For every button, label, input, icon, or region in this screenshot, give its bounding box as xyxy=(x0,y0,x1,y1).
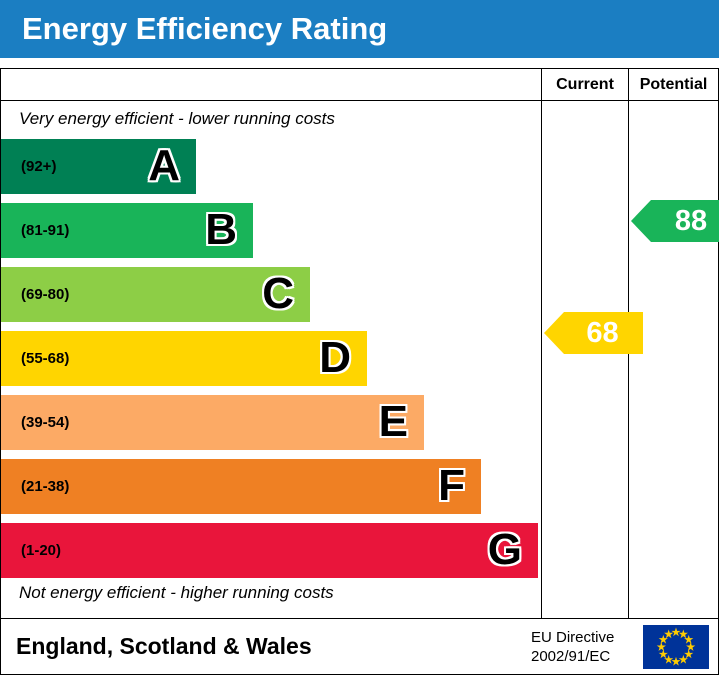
band-row-f: (21-38) F xyxy=(1,459,541,514)
band-letter: G xyxy=(487,525,522,574)
current-column-header: Current xyxy=(556,76,614,93)
band-bar: (39-54) E xyxy=(1,395,424,450)
band-row-g: (1-20) G xyxy=(1,523,541,578)
band-letter: E xyxy=(378,397,408,446)
band-row-b: (81-91) B xyxy=(1,203,541,258)
band-range-label: (1-20) xyxy=(21,542,62,559)
band-letter: D xyxy=(319,333,351,382)
band-bar: (92+) A xyxy=(1,139,196,194)
eu-directive-line2: 2002/91/EC xyxy=(531,648,611,665)
current-rating-value: 68 xyxy=(586,316,619,349)
bands: (92+) A (81-91) B (69-80) C (55-68) D (39-54) E (2… xyxy=(1,139,541,587)
bottom-note: Not energy efficient - higher running co… xyxy=(19,583,334,602)
potential-column-header: Potential xyxy=(639,76,708,93)
band-row-c: (69-80) C xyxy=(1,267,541,322)
chart-frame: Current Potential Very energy efficient … xyxy=(0,68,719,675)
current-rating-pointer: 68 xyxy=(544,312,643,354)
band-letter: B xyxy=(205,205,237,254)
band-letter: C xyxy=(262,269,294,318)
band-row-d: (55-68) D xyxy=(1,331,541,386)
band-range-label: (21-38) xyxy=(21,478,70,495)
eu-directive-line1: EU Directive xyxy=(531,629,615,646)
band-bar: (55-68) D xyxy=(1,331,367,386)
band-bar: (69-80) C xyxy=(1,267,310,322)
band-row-a: (92+) A xyxy=(1,139,541,194)
band-bar: (1-20) G xyxy=(1,523,538,578)
band-letter: F xyxy=(438,461,465,510)
title-bar: Energy Efficiency Rating xyxy=(0,0,719,58)
band-bar: (81-91) B xyxy=(1,203,253,258)
band-range-label: (81-91) xyxy=(21,222,70,239)
footer: England, Scotland & Wales EU Directive 2… xyxy=(1,618,718,674)
band-row-e: (39-54) E xyxy=(1,395,541,450)
band-range-label: (55-68) xyxy=(21,350,70,367)
potential-rating-value: 88 xyxy=(674,204,708,237)
column-header-row: Current Potential xyxy=(1,69,718,101)
band-letter: A xyxy=(148,141,180,190)
band-range-label: (69-80) xyxy=(21,286,70,303)
top-note: Very energy efficient - lower running co… xyxy=(19,109,335,128)
potential-rating-pointer: 88 xyxy=(631,200,719,242)
band-range-label: (39-54) xyxy=(21,414,70,431)
page-title: Energy Efficiency Rating xyxy=(22,11,388,46)
footer-region-label: England, Scotland & Wales xyxy=(16,633,312,659)
eu-flag-icon xyxy=(643,625,709,669)
current-column-divider xyxy=(541,69,542,618)
band-range-label: (92+) xyxy=(21,158,57,175)
eu-directive-label: EU Directive 2002/91/EC xyxy=(531,628,614,666)
band-bar: (21-38) F xyxy=(1,459,481,514)
eu-flag-stars xyxy=(656,627,696,666)
